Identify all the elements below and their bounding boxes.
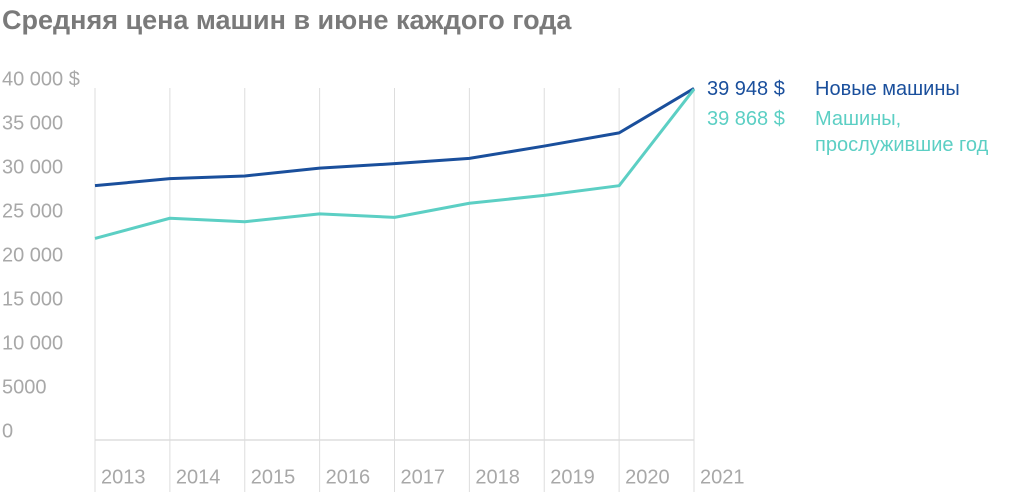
- y-tick-label: 20 000: [2, 244, 63, 266]
- y-tick-label: 25 000: [2, 200, 63, 222]
- legend-entry: Новые машины: [815, 78, 960, 100]
- y-tick-label: 5000: [2, 376, 47, 398]
- series-line: [94, 88, 696, 240]
- x-tick-label: 2013: [101, 466, 146, 488]
- y-tick-label: 15 000: [2, 288, 63, 310]
- x-tick-label: 2021: [700, 466, 745, 488]
- x-tick-label: 2019: [550, 466, 595, 488]
- series-line: [94, 87, 695, 188]
- x-tick-label: 2014: [176, 466, 221, 488]
- y-tick-label: 0: [2, 420, 13, 442]
- x-tick-label: 2015: [251, 466, 296, 488]
- y-tick-label: 30 000: [2, 156, 63, 178]
- legend-entry: Машины, прослужившие год: [815, 108, 989, 156]
- x-tick-label: 2018: [475, 466, 520, 488]
- x-tick-label: 2017: [401, 466, 446, 488]
- y-tick-label: 10 000: [2, 332, 63, 354]
- y-tick-label: 40 000 $: [2, 68, 80, 90]
- y-tick-label: 35 000: [2, 112, 63, 134]
- x-tick-label: 2016: [326, 466, 371, 488]
- value-label: 39 948 $: [707, 78, 785, 100]
- x-tick-label: 2020: [625, 466, 670, 488]
- chart-title: Средняя цена машин в июне каждого года: [2, 5, 572, 35]
- value-label: 39 868 $: [707, 108, 785, 130]
